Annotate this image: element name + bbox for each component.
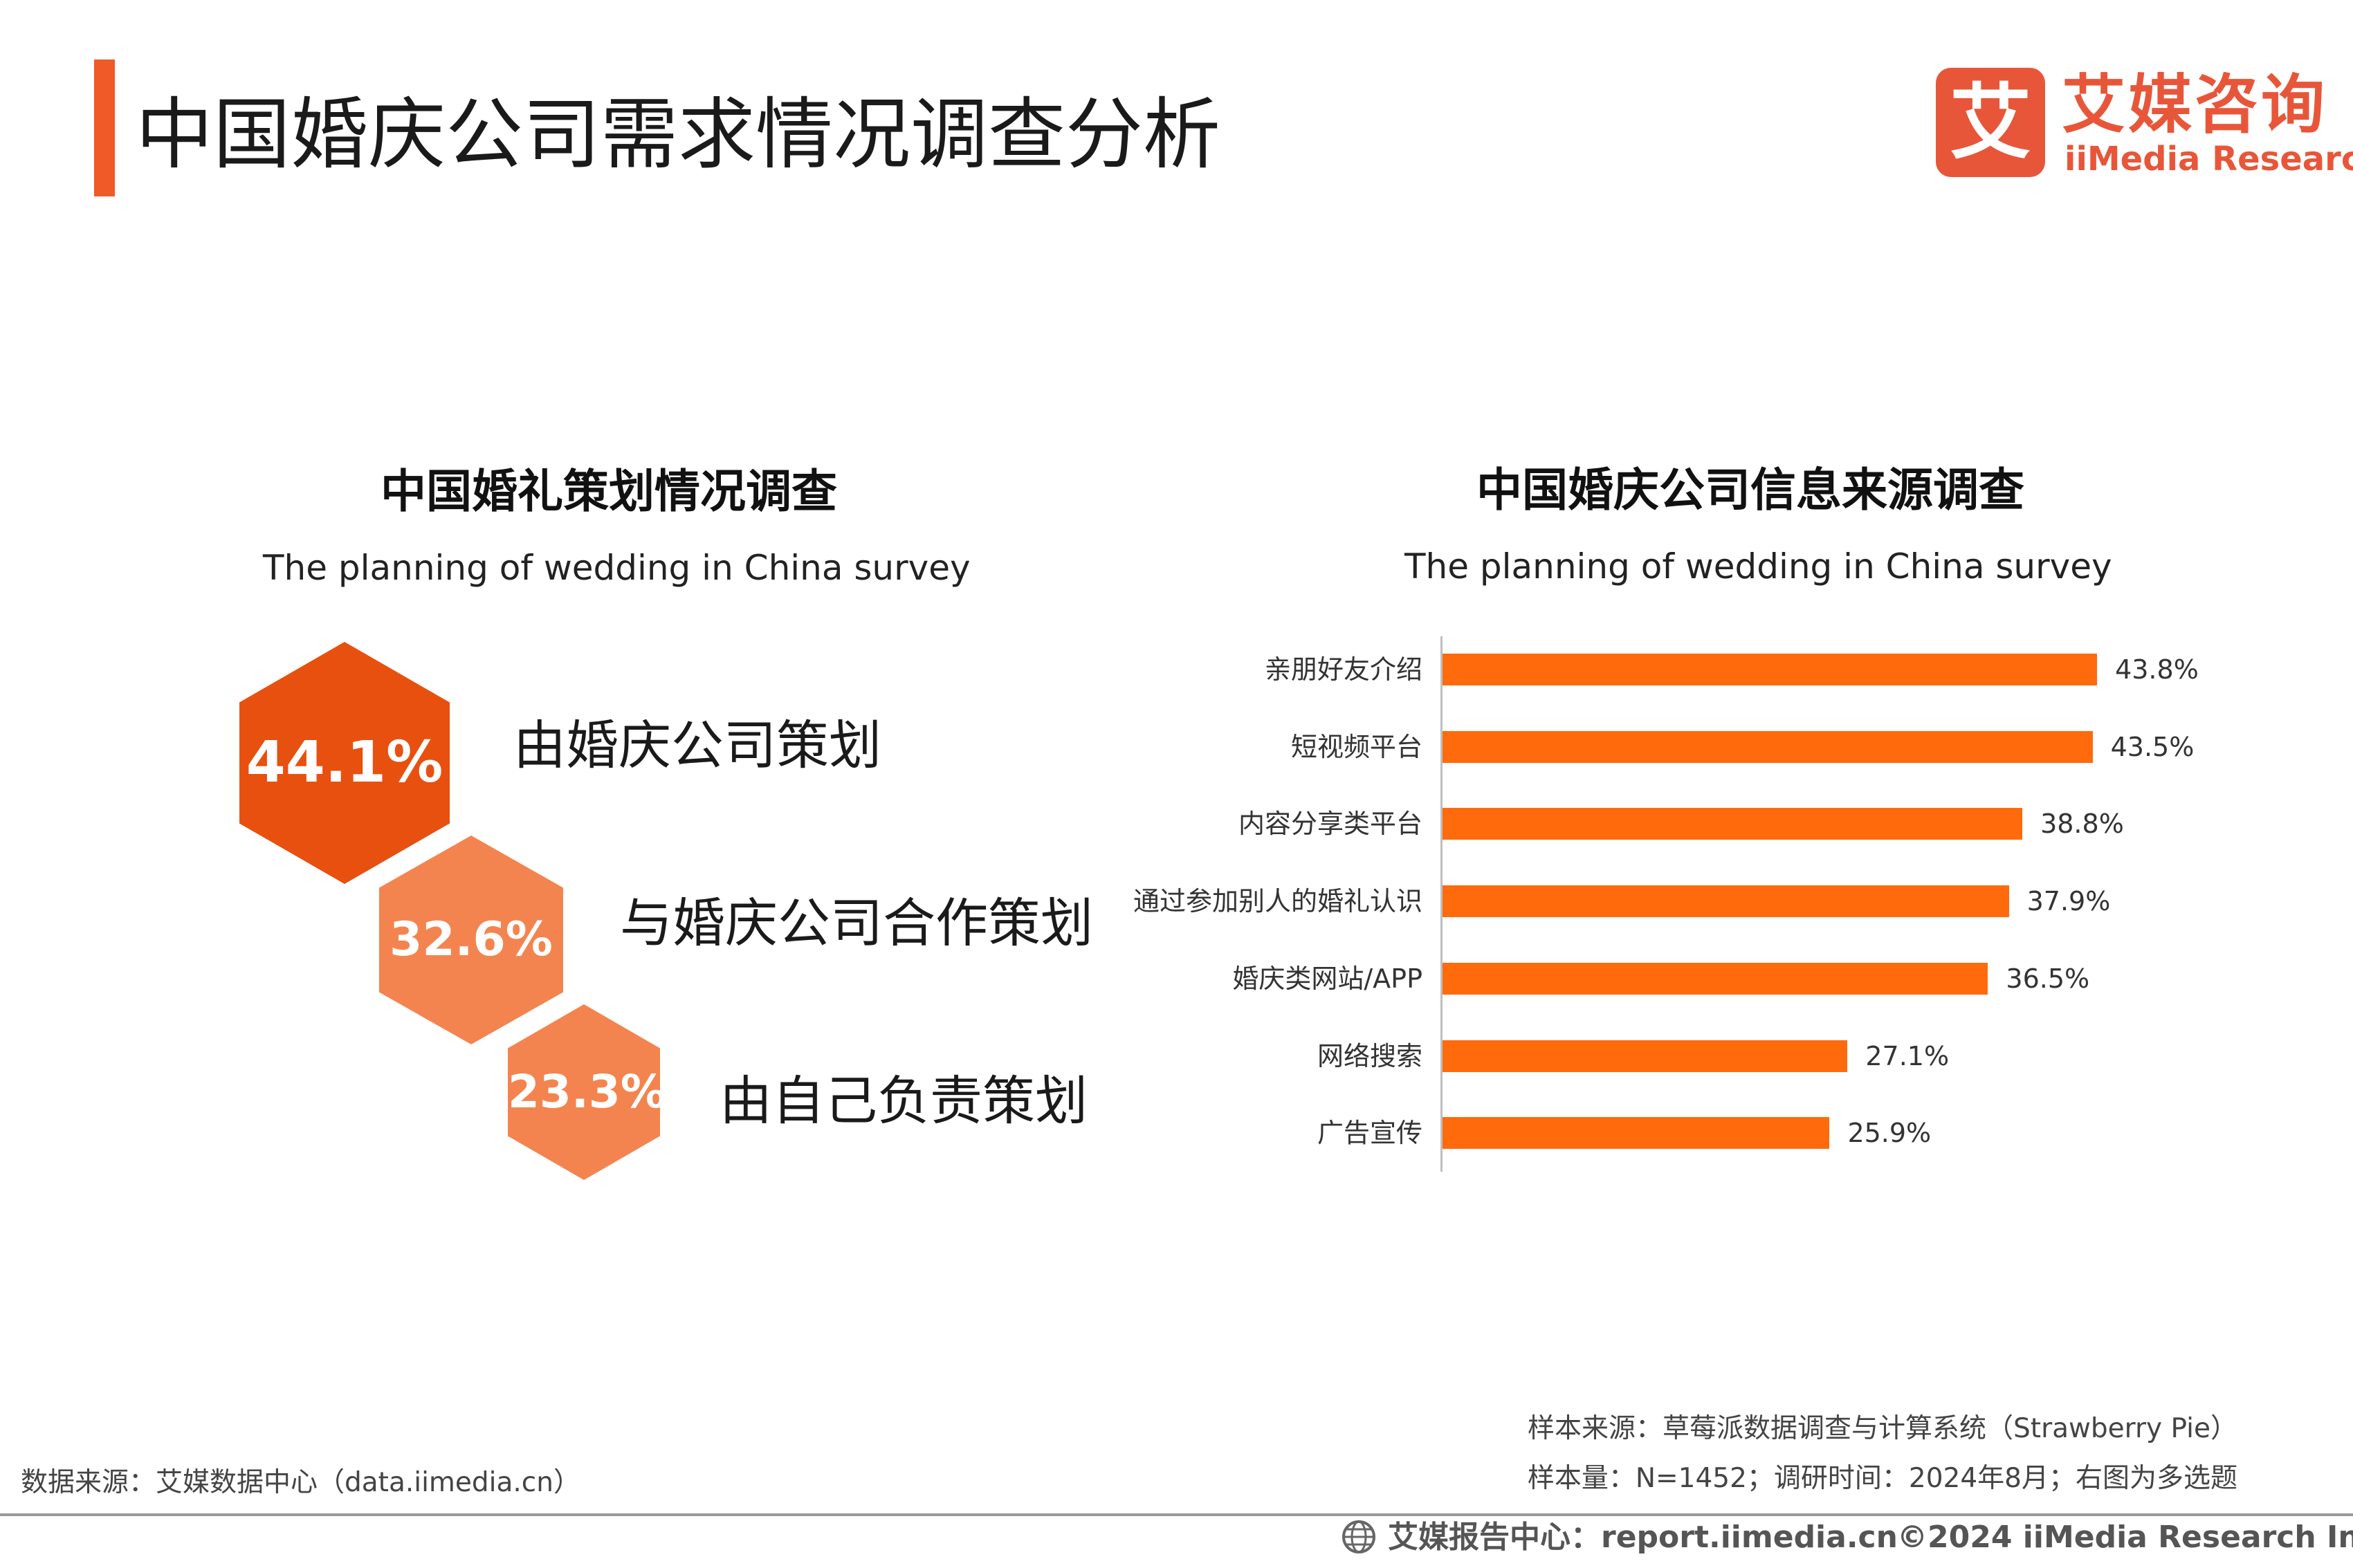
- bar-value-label: 27.1%: [1865, 1040, 1950, 1071]
- bar-value-label: 37.9%: [2026, 886, 2111, 917]
- bar-value-label: 36.5%: [2006, 963, 2090, 994]
- bar-category-label: 婚庆类网站/APP: [1232, 963, 1422, 994]
- bar: [1443, 885, 2009, 918]
- title-accent-bar: [94, 59, 115, 196]
- sample-source: 样本来源：草莓派数据调查与计算系统（Strawberry Pie）: [1528, 1413, 2237, 1444]
- hex-value-2-text: 32.6%: [390, 912, 553, 967]
- sample-size: 样本量：N=1452；调研时间：2024年8月；右图为多选题: [1527, 1463, 2237, 1494]
- hex-value-1: 44.1%: [239, 642, 450, 884]
- hex-value-3: 23.3%: [508, 1004, 660, 1180]
- bar: [1443, 1117, 1830, 1150]
- hex-value-1-text: 44.1%: [246, 730, 443, 795]
- logo-text-cn: 艾媒咨询: [2062, 68, 2328, 142]
- right-chart-subtitle: The planning of wedding in China survey: [1404, 546, 2112, 587]
- hex-value-2: 32.6%: [379, 836, 563, 1044]
- copyright: ©2024 iiMedia Research Inc: [1897, 1520, 2353, 1555]
- left-chart-title: 中国婚礼策划情况调查: [381, 465, 837, 518]
- bar: [1443, 1040, 1848, 1072]
- right-chart-title: 中国婚庆公司信息来源调查: [1476, 463, 2024, 517]
- bar: [1443, 962, 1988, 995]
- hex-label-1: 由婚庆公司策划: [513, 714, 881, 776]
- bar-value-label: 43.8%: [2115, 654, 2199, 685]
- bar-value-label: 38.8%: [2040, 809, 2124, 840]
- logo-glyph: 艾: [1949, 75, 2031, 170]
- hex-label-2: 与婚庆公司合作策划: [620, 892, 1093, 954]
- bar-value-label: 43.5%: [2110, 731, 2195, 762]
- report-center-link[interactable]: 艾媒报告中心：report.iimedia.cn: [1388, 1520, 1898, 1555]
- footer-divider: [0, 1513, 2353, 1516]
- left-chart-subtitle: The planning of wedding in China survey: [263, 548, 971, 588]
- chart-axis-line: [1440, 636, 1443, 1172]
- bar: [1443, 730, 2093, 763]
- bar-category-label: 内容分享类平台: [1238, 809, 1422, 840]
- bar-category-label: 亲朋好友介绍: [1264, 654, 1422, 685]
- bar-category-label: 短视频平台: [1290, 731, 1422, 762]
- logo-text-en: iiMedia Research: [2064, 140, 2353, 178]
- bar: [1443, 808, 2023, 840]
- globe-icon: [1342, 1520, 1375, 1553]
- hex-value-3-text: 23.3%: [508, 1065, 666, 1118]
- data-source: 数据来源：艾媒数据中心（data.iimedia.cn）: [21, 1467, 580, 1498]
- hex-label-3: 由自己负责策划: [720, 1070, 1088, 1132]
- bar: [1443, 654, 2098, 685]
- bar-value-label: 25.9%: [1847, 1118, 1932, 1149]
- logo-icon: [1936, 68, 2045, 177]
- page-title: 中国婚庆公司需求情况调查分析: [136, 90, 1220, 180]
